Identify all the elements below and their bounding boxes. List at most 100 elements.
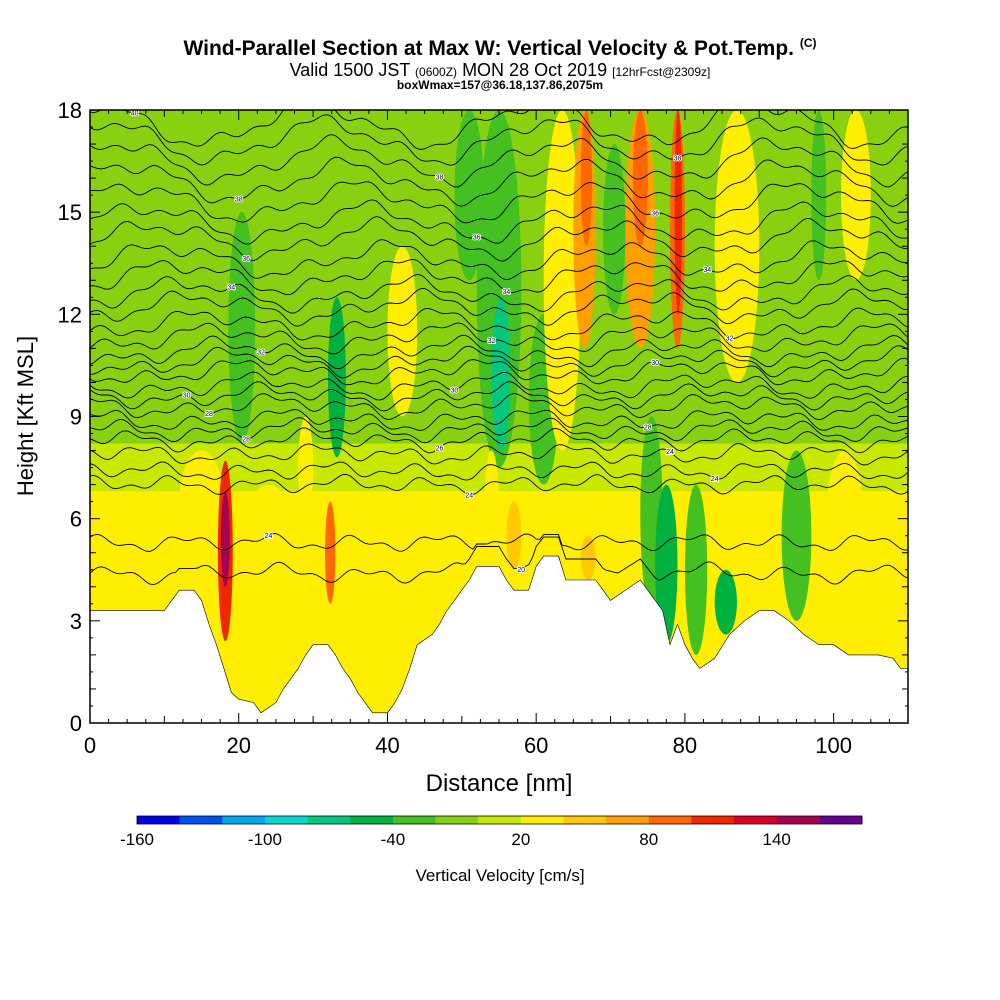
w-cell-18: [580, 535, 596, 580]
y-tick-label: 12: [58, 302, 82, 327]
contour-label-19: 34: [703, 267, 711, 274]
theta-contour-19: [90, 239, 908, 281]
subtitle-date: MON 28 Oct 2019: [457, 60, 613, 80]
x-tick-label: 60: [524, 733, 548, 758]
theta-contour-12: [90, 345, 908, 379]
contour-label-2: 24: [465, 492, 473, 499]
colorbar-swatch: [222, 816, 266, 824]
w-cell-11: [454, 110, 485, 281]
colorbar-swatch: [563, 816, 607, 824]
theta-contour-15: [90, 307, 908, 341]
x-tick-label: 80: [673, 733, 697, 758]
w-cell-4: [253, 484, 284, 519]
colorbar-swatch: [179, 816, 223, 824]
contour-label-9: 30: [183, 392, 191, 399]
y-tick-label: 3: [70, 609, 82, 634]
colorbar-swatch: [734, 816, 778, 824]
w-cell-17: [580, 110, 592, 247]
w-cell-21: [632, 110, 648, 247]
colorbar-tick-label: -40: [381, 830, 406, 849]
w-cell-3: [228, 212, 256, 444]
theta-contour-24: [90, 134, 908, 188]
w-cell-10: [491, 297, 511, 451]
colorbar-swatch: [350, 816, 394, 824]
contour-label-18: 34: [503, 289, 511, 296]
w-cell-9: [476, 110, 522, 468]
theta-contour-14: [90, 322, 908, 355]
potential-temperature-contours: [90, 110, 908, 586]
chart-title: Wind-Parallel Section at Max W: Vertical…: [0, 36, 1000, 61]
contour-label-7: 28: [644, 425, 652, 432]
contour-label-11: 30: [651, 360, 659, 367]
w-cell-5: [324, 501, 336, 604]
contour-label-13: 32: [257, 350, 265, 357]
theta-contour-0: [90, 536, 908, 586]
contour-label-17: 34: [227, 284, 235, 291]
colorbar-tick-label: -100: [248, 830, 282, 849]
theta-contour-5: [90, 427, 908, 454]
y-tick-label: 6: [70, 507, 82, 532]
w-cell-19: [603, 144, 626, 315]
colorbar-swatch: [392, 816, 436, 824]
x-axis: 0 20 40 60 80 100: [84, 110, 909, 758]
w-cell-2: [220, 491, 230, 587]
theta-contour-16: [90, 288, 908, 327]
contour-label-0: 20: [517, 567, 525, 574]
colorbar-swatch: [520, 816, 564, 824]
contour-label-8: 28: [205, 411, 213, 418]
w-cell-30: [781, 450, 812, 621]
colorbar-swatch: [776, 816, 820, 824]
x-tick-label: 20: [226, 733, 250, 758]
x-axis-label: Distance [nm]: [426, 770, 573, 797]
subtitle-valid: Valid 1500 JST: [289, 60, 416, 80]
terrain-mask: [90, 555, 908, 723]
colorbar-swatch: [691, 816, 735, 824]
subtitle-utc: (0600Z): [415, 65, 458, 79]
subtitle-forecast: [12hrFcst@2309z]: [612, 65, 711, 79]
x-tick-label: 40: [375, 733, 399, 758]
w-cell-12: [484, 450, 499, 567]
colorbar-swatch: [648, 816, 692, 824]
colorbar-swatch: [478, 816, 522, 824]
chart-title-text: Wind-Parallel Section at Max W: Vertical…: [183, 37, 794, 60]
contour-label-20: 36: [242, 256, 250, 263]
theta-contour-6: [90, 417, 908, 444]
contour-label-23: 38: [235, 196, 243, 203]
colorbar-swatch: [264, 816, 308, 824]
contour-label-26: 40: [131, 111, 139, 118]
w-cell-27: [714, 569, 737, 635]
y-axis-label: Height [Kft MSL]: [13, 336, 38, 496]
theta-contour-17: [90, 274, 908, 314]
w-cell-13: [506, 501, 522, 570]
colorbar-swatch: [606, 816, 650, 824]
theta-contour-23: [90, 156, 908, 207]
theta-contour-20: [90, 216, 908, 262]
colorbar-swatch: [137, 816, 180, 824]
w-cell-6: [327, 297, 346, 458]
colorbar-tick-label: -160: [120, 830, 154, 849]
x-tick-label: 0: [84, 733, 96, 758]
theta-contour-13: [90, 334, 908, 370]
theta-contour-21: [90, 199, 908, 245]
colorbar-tick-label: 80: [639, 830, 658, 849]
colorbar-swatch: [307, 816, 351, 824]
y-tick-label: 9: [70, 405, 82, 430]
colorbar-label: Vertical Velocity [cm/s]: [415, 866, 584, 885]
colorbar-swatch: [819, 816, 863, 824]
contour-label-3: 24: [711, 476, 719, 483]
contour-label-25: 38: [674, 156, 682, 163]
theta-contour-22: [90, 181, 908, 224]
x-tick-label: 100: [815, 733, 852, 758]
y-tick-label: 18: [58, 98, 82, 123]
w-cell-15: [543, 110, 581, 451]
contour-labels: 20 24 24 24 24 26 28 28 28 30 30 30 32 32 32 34 34 34 36 36…: [130, 110, 735, 575]
theta-contour-9: [90, 381, 908, 412]
y-tick-label: 15: [58, 200, 82, 225]
theta-contour-11: [90, 357, 908, 386]
contour-label-5: 26: [436, 445, 444, 452]
theta-contour-25: [90, 114, 908, 166]
contour-label-22: 36: [651, 211, 659, 218]
copyright-mark: (C): [799, 36, 817, 50]
